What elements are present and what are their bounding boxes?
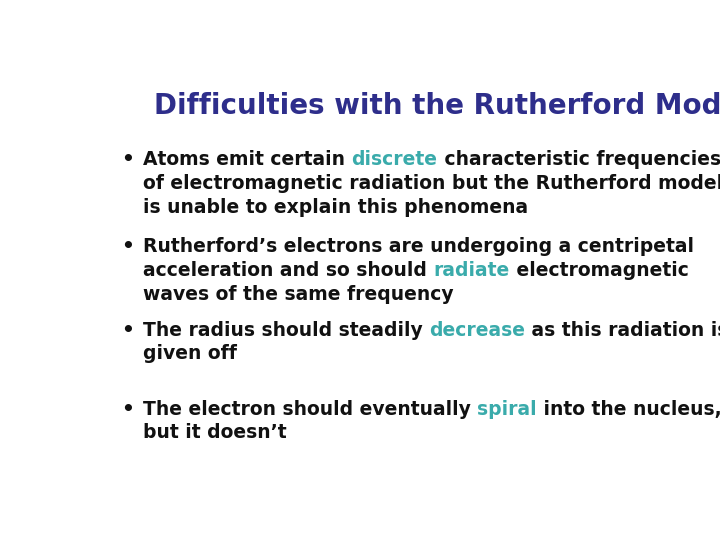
Text: is unable to explain this phenomena: is unable to explain this phenomena: [143, 198, 528, 217]
Text: •: •: [121, 321, 134, 340]
Text: Rutherford’s electrons are undergoing a centripetal: Rutherford’s electrons are undergoing a …: [143, 238, 694, 256]
Text: electromagnetic: electromagnetic: [510, 261, 688, 280]
Text: spiral: spiral: [477, 400, 537, 419]
Text: given off: given off: [143, 345, 237, 363]
Text: characteristic frequencies: characteristic frequencies: [438, 150, 720, 169]
Text: as this radiation is: as this radiation is: [526, 321, 720, 340]
Text: Difficulties with the Rutherford Model: Difficulties with the Rutherford Model: [154, 92, 720, 120]
Text: waves of the same frequency: waves of the same frequency: [143, 285, 454, 304]
Text: discrete: discrete: [351, 150, 438, 169]
Text: but it doesn’t: but it doesn’t: [143, 423, 287, 442]
Text: decrease: decrease: [429, 321, 526, 340]
Text: into the nucleus,: into the nucleus,: [537, 400, 720, 419]
Text: of electromagnetic radiation but the Rutherford model: of electromagnetic radiation but the Rut…: [143, 174, 720, 193]
Text: radiate: radiate: [433, 261, 510, 280]
Text: acceleration and so should: acceleration and so should: [143, 261, 433, 280]
Text: •: •: [121, 150, 134, 169]
Text: •: •: [121, 400, 134, 419]
Text: •: •: [121, 238, 134, 256]
Text: Atoms emit certain: Atoms emit certain: [143, 150, 351, 169]
Text: The electron should eventually: The electron should eventually: [143, 400, 477, 419]
Text: The radius should steadily: The radius should steadily: [143, 321, 429, 340]
